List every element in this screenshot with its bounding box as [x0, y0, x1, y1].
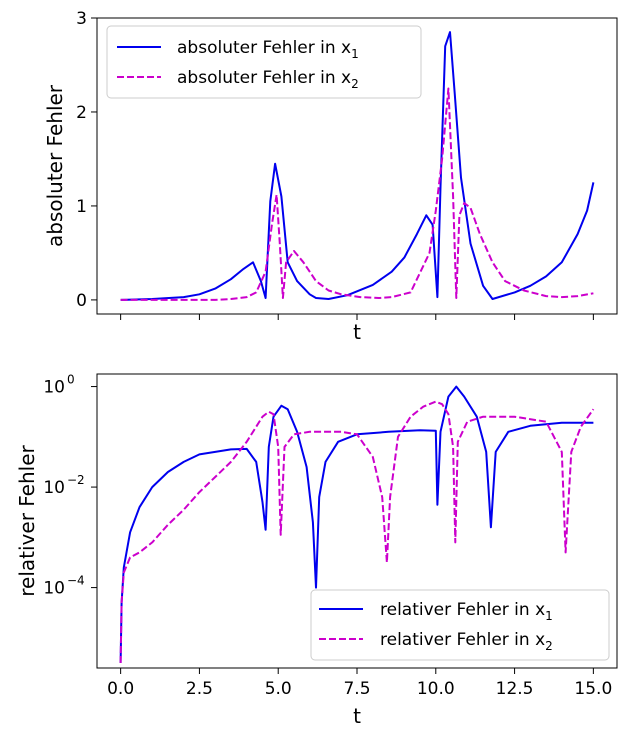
top-y-tick-label: 1 — [76, 197, 87, 217]
bottom-legend: relativer Fehler in x1 relativer Fehler … — [310, 589, 610, 661]
bottom-x-tick-label: 10.0 — [417, 679, 455, 699]
bottom-x-axis-label: t — [353, 704, 361, 728]
bottom-legend-box — [310, 589, 610, 661]
bottom-y-tick-exponent: −2 — [67, 473, 85, 487]
bottom-x-tick-label: 5.0 — [265, 679, 292, 699]
top-y-axis-label: absoluter Fehler — [43, 84, 67, 247]
top-legend-label-1-text: absoluter Fehler in x — [177, 38, 351, 58]
bottom-y-tick-label: 10 — [43, 478, 65, 498]
top-y-ticks: 0 1 2 3 — [76, 9, 97, 311]
bottom-x-tick-label: 2.5 — [186, 679, 213, 699]
bottom-legend-label-2-sub: 2 — [545, 639, 553, 653]
bottom-series-layer — [119, 385, 595, 664]
bottom-series-line-1 — [119, 385, 594, 664]
top-series-line-2 — [120, 87, 594, 301]
top-y-tick-label: 0 — [76, 291, 87, 311]
top-x-axis-label: t — [353, 320, 361, 344]
bottom-x-tick-label: 7.5 — [343, 679, 370, 699]
top-legend-box — [106, 25, 422, 99]
bottom-y-tick-label: 10 — [43, 579, 65, 599]
bottom-series-line-2 — [119, 400, 595, 664]
top-series-line-1 — [120, 31, 595, 301]
bottom-x-ticks: 0.0 2.5 5.0 7.5 10.0 12.5 15.0 — [107, 668, 612, 699]
bottom-y-tick-label: 10 — [43, 378, 65, 398]
top-subplot: 0 1 2 3 absoluter Fehler t absoluter Fehler… — [43, 9, 618, 344]
bottom-legend-label-2: relativer Fehler in x2 — [380, 630, 553, 653]
bottom-legend-label-1-text: relativer Fehler in x — [380, 600, 545, 620]
top-legend-label-2: absoluter Fehler in x2 — [177, 68, 359, 91]
bottom-legend-label-1: relativer Fehler in x1 — [380, 600, 553, 623]
bottom-x-tick-label: 15.0 — [574, 679, 612, 699]
top-series-layer — [120, 31, 595, 301]
top-y-tick-label: 2 — [76, 103, 87, 123]
bottom-y-axis-label: relativer Fehler — [15, 444, 39, 596]
bottom-x-tick-label: 0.0 — [107, 679, 134, 699]
top-legend-label-1-sub: 1 — [351, 47, 359, 61]
bottom-y-tick-exponent: −4 — [67, 574, 85, 588]
top-x-ticks — [120, 314, 594, 320]
top-legend: absoluter Fehler in x1 absoluter Fehler … — [106, 25, 422, 99]
bottom-y-tick-exponent: 0 — [67, 373, 75, 387]
top-legend-label-1: absoluter Fehler in x1 — [177, 38, 359, 61]
top-y-tick-label: 3 — [76, 9, 87, 29]
bottom-legend-label-2-text: relativer Fehler in x — [380, 630, 545, 650]
bottom-legend-label-1-sub: 1 — [545, 609, 553, 623]
bottom-x-tick-label: 12.5 — [496, 679, 534, 699]
top-legend-label-2-text: absoluter Fehler in x — [177, 68, 351, 88]
top-legend-label-2-sub: 2 — [351, 77, 359, 91]
